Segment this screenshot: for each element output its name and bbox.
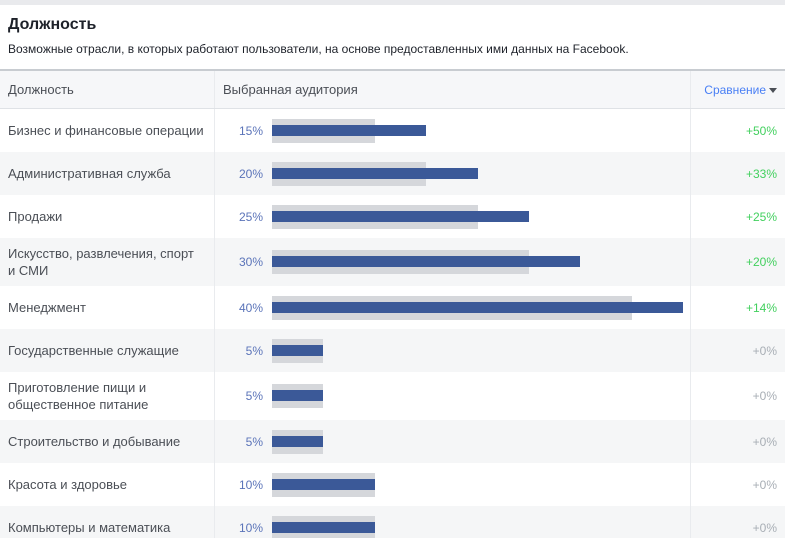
audience-bar-track <box>272 472 690 497</box>
job-title-label: Красота и здоровье <box>8 477 128 492</box>
selected-audience-bar <box>272 435 324 447</box>
audience-percent-label: 5% <box>245 389 263 403</box>
selected-audience-bar <box>272 167 478 179</box>
audience-bar-track <box>272 161 690 186</box>
table-row: Менеджмент 40% +14% <box>0 286 785 329</box>
audience-percent-label: 5% <box>245 434 263 449</box>
table-header-row: Должность Выбранная аудитория Сравнение <box>0 71 785 109</box>
table-row: Компьютеры и математика 10% +0% <box>0 506 785 538</box>
table-row: Бизнес и финансовые операции 15% +50% <box>0 109 785 152</box>
selected-audience-bar <box>272 478 375 490</box>
audience-bar-track <box>272 429 690 454</box>
comparison-value: +50% <box>745 123 777 138</box>
job-title-label: Продажи <box>8 209 63 224</box>
comparison-value: +0% <box>752 343 777 358</box>
audience-percent-label: 40% <box>238 300 263 315</box>
job-title-label: Искусство, развлечения, спорт и СМИ <box>8 246 194 278</box>
comparison-sort-label[interactable]: Сравнение <box>704 82 766 97</box>
table-row: Продажи 25% +25% <box>0 195 785 238</box>
selected-audience-bar <box>272 256 581 267</box>
sort-arrow-icon <box>769 88 777 93</box>
comparison-value: +0% <box>752 520 777 535</box>
table-row: Приготовление пищи и общественное питани… <box>0 372 785 420</box>
table-row: Строительство и добывание 5% +0% <box>0 420 785 463</box>
column-header-job: Должность <box>0 71 215 108</box>
audience-bar-track <box>272 118 690 143</box>
table-row: Государственные служащие 5% +0% <box>0 329 785 372</box>
table-row: Искусство, развлечения, спорт и СМИ 30% … <box>0 238 785 286</box>
selected-audience-bar <box>272 521 375 533</box>
page-subtitle: Возможные отрасли, в которых работают по… <box>8 42 629 56</box>
comparison-value: +20% <box>745 255 777 269</box>
column-header-audience: Выбранная аудитория <box>223 82 358 97</box>
job-title-label: Административная служба <box>8 166 171 181</box>
audience-percent-label: 25% <box>238 209 263 224</box>
audience-percent-label: 5% <box>245 343 263 358</box>
audience-percent-label: 15% <box>238 123 263 138</box>
audience-bar-track <box>272 250 690 274</box>
table-row: Красота и здоровье 10% +0% <box>0 463 785 506</box>
job-title-label: Строительство и добывание <box>8 434 181 449</box>
comparison-value: +33% <box>745 166 777 181</box>
intro-section: Должность Возможные отрасли, в которых р… <box>0 5 785 69</box>
audience-bar-track <box>272 338 690 363</box>
column-header-comparison-sort[interactable]: Сравнение <box>690 71 785 108</box>
page-title: Должность <box>8 16 97 33</box>
selected-audience-bar <box>272 210 529 222</box>
selected-audience-bar <box>272 390 324 401</box>
job-title-label: Приготовление пищи и общественное питани… <box>8 380 149 412</box>
selected-audience-bar <box>272 344 324 356</box>
job-title-label: Менеджмент <box>8 300 86 315</box>
audience-percent-label: 10% <box>238 520 263 535</box>
selected-audience-bar <box>272 301 684 313</box>
comparison-value: +0% <box>752 389 777 403</box>
comparison-value: +14% <box>745 300 777 315</box>
comparison-value: +25% <box>745 209 777 224</box>
job-title-label: Бизнес и финансовые операции <box>8 123 204 138</box>
table-body: Бизнес и финансовые операции 15% +50% Ад… <box>0 109 785 538</box>
table-row: Административная служба 20% +33% <box>0 152 785 195</box>
audience-bar-track <box>272 204 690 229</box>
job-title-label: Компьютеры и математика <box>8 520 171 535</box>
audience-percent-label: 10% <box>238 477 263 492</box>
audience-bar-track <box>272 295 690 320</box>
job-title-table: Должность Выбранная аудитория Сравнение … <box>0 69 785 538</box>
comparison-value: +0% <box>752 434 777 449</box>
top-strip <box>0 0 785 5</box>
job-title-label: Государственные служащие <box>8 343 179 358</box>
audience-bar-track <box>272 384 690 408</box>
comparison-value: +0% <box>752 477 777 492</box>
audience-percent-label: 20% <box>238 166 263 181</box>
selected-audience-bar <box>272 124 427 136</box>
audience-percent-label: 30% <box>238 255 263 269</box>
audience-bar-track <box>272 515 690 538</box>
